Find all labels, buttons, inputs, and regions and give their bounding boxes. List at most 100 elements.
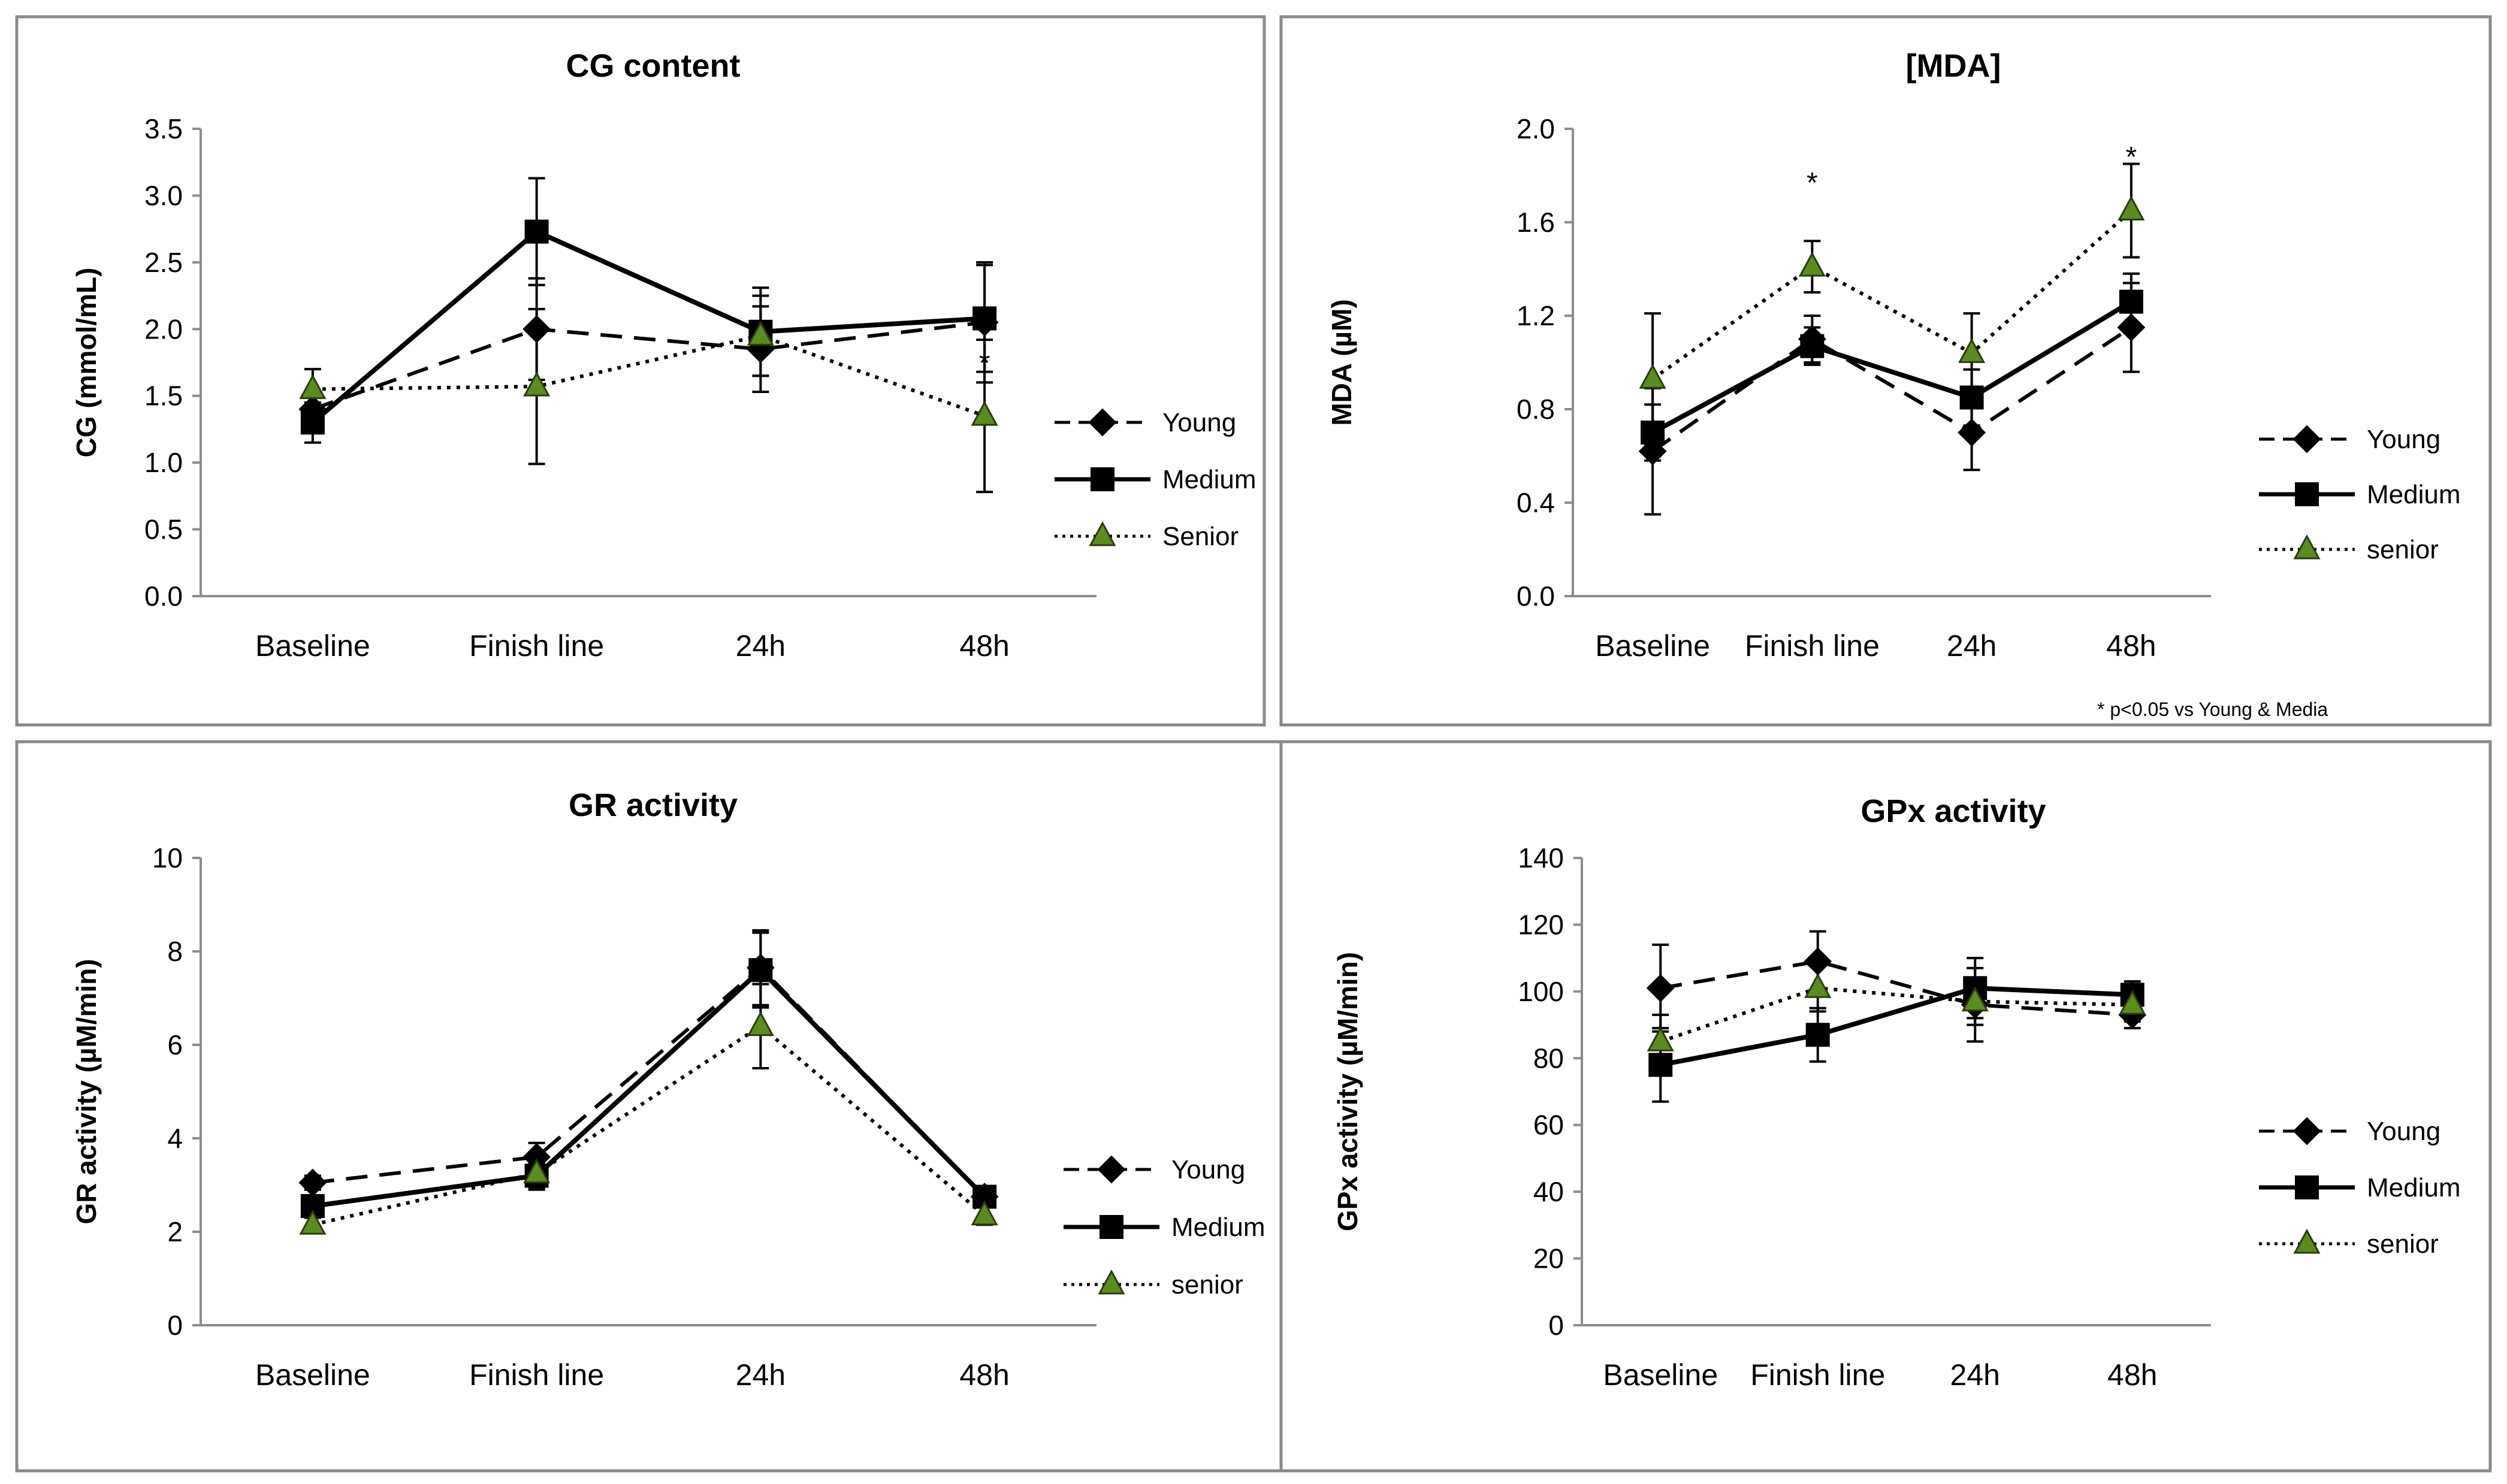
chart-mda: [MDA] MDA (µM) 0.0 0.4 0.8 1.2 1.6 2.0 Baseline F… (1326, 48, 2461, 720)
legend-marker (1091, 467, 1114, 491)
series-senior (299, 294, 998, 494)
x-tick-label: 24h (736, 629, 786, 663)
data-point (2119, 289, 2143, 314)
legend-label: senior (2367, 535, 2439, 564)
legend-item: Young (2259, 1117, 2440, 1146)
x-tick-label: 48h (959, 629, 1009, 663)
data-point (972, 306, 997, 331)
y-axis-label: GR activity (µM/min) (71, 959, 102, 1224)
series-line (312, 1024, 986, 1227)
y-tick-label: 3.5 (144, 113, 183, 144)
y-tick-label: 1.0 (144, 447, 183, 478)
y-tick-label: 60 (1533, 1110, 1564, 1141)
data-point (747, 321, 774, 346)
y-axis-label: GPx activity (µM/min) (1332, 952, 1363, 1231)
y-tick-label: 4 (167, 1123, 183, 1154)
legend-label: Young (1171, 1155, 1245, 1184)
x-tick-label: Finish line (1745, 629, 1880, 663)
footnote: * p<0.05 vs Young & Media (2097, 699, 2328, 720)
y-tick-label: 0.8 (1517, 394, 1555, 425)
legend-marker (1097, 1155, 1126, 1184)
legend-item: Medium (2259, 1173, 2461, 1202)
data-point (2119, 989, 2146, 1015)
y-tick-label: 6 (167, 1029, 183, 1060)
significance-star: * (979, 347, 990, 379)
data-point (2118, 195, 2145, 220)
y-tick-label: 1.6 (1517, 207, 1555, 238)
x-tick-label: 24h (1947, 629, 1996, 663)
y-axis-label: MDA (µM) (1326, 299, 1357, 425)
y-tick-label: 0.5 (144, 514, 183, 545)
data-point (971, 1200, 998, 1226)
y-tick-label: 2.0 (1517, 113, 1555, 144)
legend-item: senior (2259, 534, 2439, 564)
y-tick-label: 10 (152, 842, 183, 874)
series-line (1660, 986, 2133, 1068)
series-senior (1639, 162, 2145, 446)
series-line (312, 321, 985, 411)
data-point (1805, 1023, 1830, 1047)
y-tick-label: 2.5 (144, 247, 183, 278)
legend-label: Young (1162, 408, 1236, 437)
data-point (1646, 974, 1675, 1002)
data-point (299, 1210, 327, 1235)
legend-label: senior (1171, 1270, 1243, 1299)
significance-star: * (2126, 141, 2137, 173)
legend-item: Medium (1064, 1213, 1265, 1242)
legend-label: Medium (1171, 1213, 1265, 1242)
x-tick-label: Finish line (469, 629, 604, 663)
y-tick-label: 0.0 (1517, 581, 1555, 612)
x-tick-label: 24h (1950, 1358, 2000, 1392)
legend-item: Young (1064, 1155, 1245, 1184)
x-tick-label: 24h (736, 1358, 786, 1392)
data-point (300, 410, 325, 435)
x-tick-label: 48h (959, 1358, 1009, 1392)
legend-item: Medium (1055, 465, 1256, 494)
y-tick-label: 80 (1533, 1042, 1564, 1074)
legend-marker (1098, 1269, 1125, 1295)
x-tick-label: 48h (2106, 629, 2156, 663)
data-point (524, 219, 549, 244)
data-point (1800, 334, 1825, 358)
legend-item: Senior (1055, 521, 1239, 551)
legend-marker (2292, 1117, 2321, 1146)
chart-title: CG content (566, 48, 741, 84)
chart-cg: CG content CG (mmol/mL) 0.0 0.5 1.0 1.5 2.0 2.5… (71, 48, 1256, 663)
series-senior (299, 983, 998, 1235)
y-tick-label: 2 (167, 1216, 183, 1247)
x-tick-label: Finish line (469, 1358, 604, 1392)
data-point (1798, 251, 1826, 277)
data-point (1961, 986, 1989, 1012)
data-point (523, 371, 551, 397)
x-tick-label: 48h (2107, 1358, 2157, 1392)
legend-item: senior (1064, 1269, 1243, 1299)
series-line (1660, 959, 2133, 1017)
y-tick-label: 2.0 (144, 313, 183, 344)
y-tick-label: 100 (1518, 976, 1564, 1007)
chart-title: [MDA] (1906, 48, 2001, 84)
legend-item: Young (2259, 425, 2440, 454)
legend-item: senior (2259, 1228, 2439, 1259)
panel-border-3 (15, 740, 1283, 1473)
legend-label: Young (2367, 425, 2440, 454)
y-tick-label: 120 (1518, 909, 1564, 940)
chart-title: GPx activity (1860, 793, 2046, 829)
legend-marker (2292, 425, 2321, 454)
x-tick-label: Baseline (255, 1358, 370, 1392)
series-line (1651, 325, 2133, 453)
series-line (1651, 209, 2133, 380)
data-point (523, 1158, 551, 1183)
data-point (1647, 1026, 1674, 1051)
legend-item: Young (1055, 408, 1236, 437)
legend-marker (2293, 534, 2321, 560)
y-tick-label: 1.2 (1517, 300, 1555, 331)
data-point (1958, 338, 1986, 363)
y-tick-label: 0 (1548, 1310, 1564, 1341)
legend-label: Young (2367, 1117, 2440, 1146)
legend-label: Senior (1162, 522, 1239, 551)
x-tick-label: Baseline (1603, 1358, 1718, 1392)
legend-marker (1100, 1215, 1123, 1239)
panel-border-1 (15, 15, 1266, 727)
series-medium (1641, 272, 2143, 462)
